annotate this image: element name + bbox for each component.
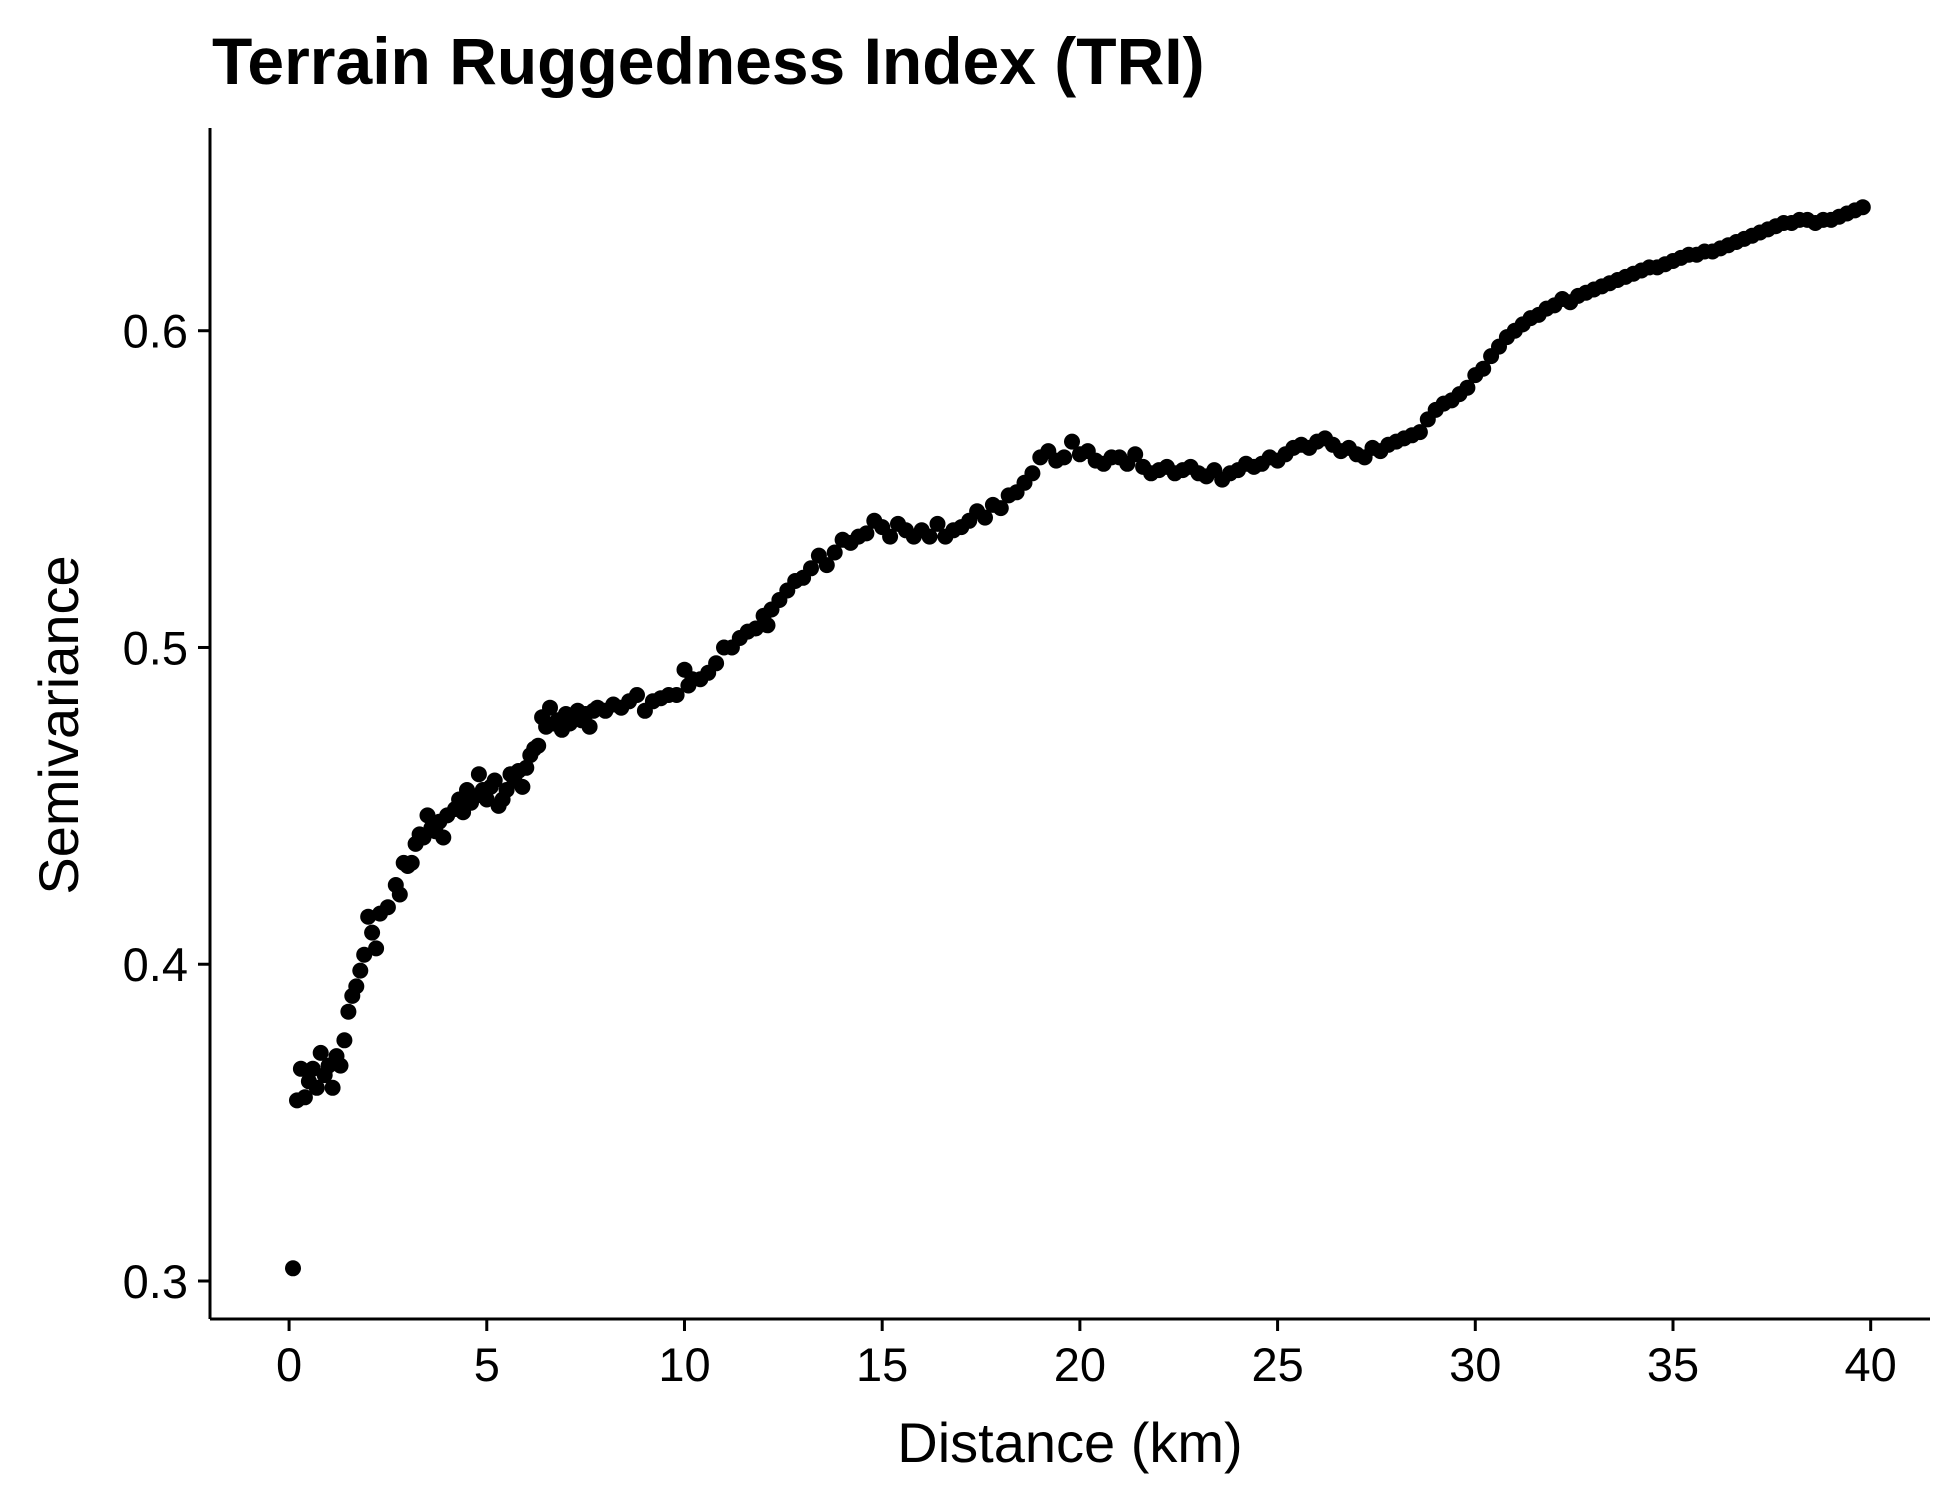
data-point [364, 924, 381, 941]
data-point [921, 528, 938, 545]
x-tick-label: 15 [856, 1338, 908, 1391]
data-point [292, 1060, 309, 1077]
data-point [826, 544, 843, 561]
data-point [324, 1079, 341, 1096]
data-point [1475, 360, 1492, 377]
data-point [1854, 199, 1871, 216]
data-point [818, 557, 835, 574]
data-point [352, 962, 369, 979]
data-point [858, 525, 875, 542]
data-point [542, 699, 558, 716]
y-tick-label: 0.6 [123, 305, 188, 358]
data-point [514, 778, 531, 795]
data-point [882, 528, 899, 545]
data-point [929, 515, 946, 532]
data-point [391, 886, 408, 903]
x-tick-label: 0 [276, 1338, 302, 1391]
x-tick-label: 25 [1251, 1338, 1303, 1391]
data-point [1459, 379, 1476, 396]
data-point [304, 1060, 321, 1077]
x-axis-ticks: 0 5 10 15 20 25 30 35 40 [276, 1319, 1897, 1391]
data-point [1056, 449, 1073, 466]
data-point [332, 1057, 349, 1074]
data-point [668, 687, 685, 703]
data-point [368, 940, 385, 957]
data-point [518, 759, 535, 776]
data-point [486, 772, 503, 789]
y-tick-label: 0.4 [123, 938, 188, 991]
data-point [1411, 424, 1428, 441]
x-tick-label: 30 [1449, 1338, 1501, 1391]
y-tick-label: 0.5 [123, 621, 188, 674]
data-point [435, 829, 452, 846]
data-point [348, 978, 365, 995]
data-point [1024, 465, 1041, 482]
data-point [403, 854, 420, 871]
data-point [1064, 433, 1080, 450]
data-point [379, 899, 396, 916]
data-point [340, 1003, 357, 1020]
data-point [759, 617, 776, 634]
chart-title: Terrain Ruggedness Index (TRI) [212, 24, 1205, 98]
data-point [992, 500, 1009, 517]
data-point [977, 509, 993, 526]
data-point [296, 1089, 313, 1106]
x-tick-label: 5 [474, 1338, 500, 1391]
data-point [629, 687, 645, 703]
data-point [708, 655, 725, 672]
data-point [285, 1260, 301, 1277]
y-axis-ticks: 0.3 0.4 0.5 0.6 [123, 305, 210, 1308]
x-tick-label: 20 [1054, 1338, 1106, 1391]
data-point [356, 946, 373, 963]
data-point [530, 737, 547, 754]
y-axis-title: Semivariance [27, 555, 90, 894]
x-tick-label: 40 [1845, 1338, 1897, 1391]
data-point [470, 766, 487, 783]
data-point [312, 1044, 329, 1061]
data-point [1127, 446, 1144, 463]
y-tick-label: 0.3 [123, 1255, 188, 1308]
data-point [308, 1079, 325, 1096]
data-point [581, 718, 598, 735]
x-axis-title: Distance (km) [897, 1411, 1242, 1474]
data-point [336, 1032, 353, 1049]
data-point [478, 791, 495, 808]
data-point [419, 807, 436, 824]
x-tick-label: 10 [658, 1338, 710, 1391]
data-points [285, 199, 1871, 1277]
data-point [803, 560, 819, 577]
x-tick-label: 35 [1647, 1338, 1699, 1391]
